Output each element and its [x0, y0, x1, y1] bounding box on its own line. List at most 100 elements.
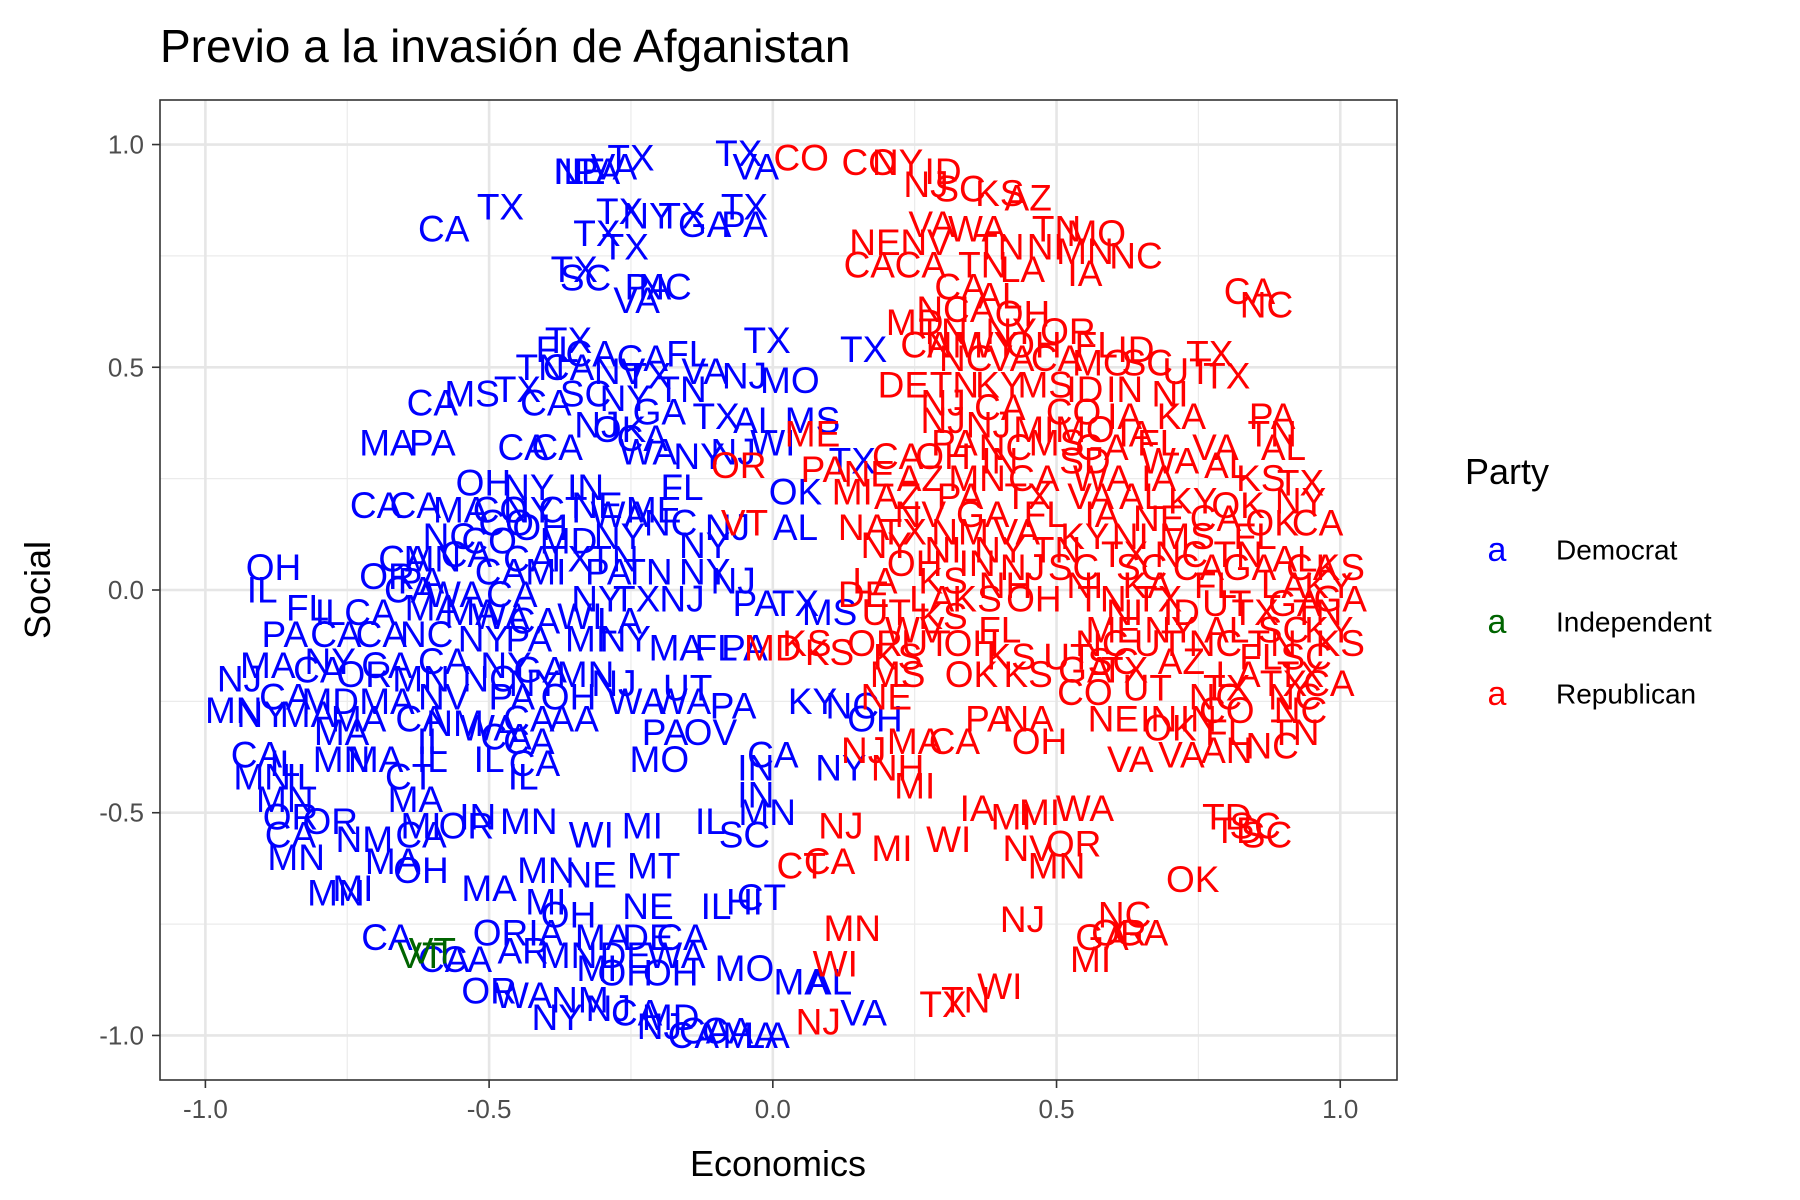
point-label: NJ [1000, 899, 1045, 940]
point-label: NC [1268, 676, 1321, 717]
point-label: DE [622, 917, 673, 958]
point-label: MS [1159, 516, 1215, 557]
point-label: IN [981, 440, 1018, 481]
point-label: MN [233, 757, 291, 798]
point-label: CA [361, 917, 413, 958]
point-label: VA [591, 146, 638, 187]
point-label: CA [895, 244, 947, 285]
point-label: MN [540, 935, 598, 976]
point-label: MA [280, 694, 336, 735]
point-label: WY [959, 325, 1019, 366]
point-label: AN [1201, 730, 1252, 771]
point-label: NY [600, 378, 651, 419]
point-label: CA [390, 485, 442, 526]
point-label: DE [600, 935, 651, 976]
point-label: TX [1203, 356, 1250, 397]
point-label: NC [979, 427, 1032, 468]
point-label: CA [929, 721, 981, 762]
point-label: FL [1024, 494, 1067, 535]
point-label: TX [658, 195, 705, 236]
point-label: CA [1286, 547, 1338, 588]
point-label: OH [944, 623, 1000, 664]
point-label: MS [802, 592, 858, 633]
legend: Party a Democrat a Independent a Republican [1465, 451, 1712, 713]
y-axis-title: Social [17, 541, 58, 639]
point-label: OR [263, 797, 319, 838]
point-label: CA [747, 734, 799, 775]
point-label: CO [1199, 690, 1255, 731]
point-label: MN [557, 654, 615, 695]
point-label: GA [513, 650, 567, 691]
point-label: VA [1158, 734, 1205, 775]
point-label: SC [1258, 610, 1309, 651]
point-label: KS [1316, 547, 1365, 588]
point-label: AA [550, 699, 600, 740]
point-label: NJ [818, 806, 863, 847]
point-label: MD [744, 627, 802, 668]
point-label: TX [477, 186, 524, 227]
point-label: MI [894, 766, 935, 807]
point-label: NJ [903, 164, 948, 205]
point-label: NY [503, 467, 554, 508]
point-label: PA [721, 627, 768, 668]
point-label: NC [1109, 235, 1162, 276]
point-label: MT [627, 846, 680, 887]
point-label: SC [1088, 641, 1139, 682]
point-label: MN [256, 779, 314, 820]
point-label: SC [1229, 806, 1280, 847]
point-label: WA [1141, 440, 1200, 481]
point-label: PA [965, 699, 1012, 740]
point-label: TX [1101, 534, 1148, 575]
point-label: FL [978, 610, 1021, 651]
point-label: NC [1189, 623, 1242, 664]
point-label: DE [878, 365, 929, 406]
point-label: MN [205, 690, 263, 731]
point-label: NC [1274, 690, 1327, 731]
point-label: CA [617, 418, 669, 459]
point-label: IL [315, 592, 346, 633]
point-label: TX [829, 440, 876, 481]
point-label: CA [497, 427, 549, 468]
point-label: UT [1162, 351, 1211, 392]
point-label: MO [1066, 213, 1126, 254]
point-label: NY [571, 578, 622, 619]
point-label: OH [1006, 578, 1062, 619]
point-label: CA [804, 841, 856, 882]
point-label: CA [310, 614, 362, 655]
point-label: MN [307, 872, 365, 913]
point-label: MO [1055, 409, 1115, 450]
point-label: TX [1005, 476, 1052, 517]
point-label: NV [1002, 828, 1054, 869]
point-label: WI [926, 819, 971, 860]
point-label: GA [1268, 583, 1322, 624]
point-label: IA [1118, 414, 1153, 455]
point-label: MA [722, 1015, 778, 1056]
point-label: NY [531, 997, 582, 1038]
point-label: PA [262, 614, 309, 655]
point-label: TX [1232, 592, 1279, 633]
point-label: NY [594, 516, 645, 557]
point-label: NY [815, 748, 866, 789]
point-label: WA [494, 975, 553, 1016]
point-label: IL [417, 739, 448, 780]
point-label: IL [508, 757, 539, 798]
point-label: MO [760, 360, 820, 401]
point-label: TN [1248, 414, 1297, 455]
point-label: SC [1116, 547, 1167, 588]
point-label: MI [400, 806, 441, 847]
point-label: VA [732, 146, 779, 187]
chart-title: Previo a la invasión de Afganistan [160, 20, 850, 72]
point-label: NY [985, 311, 1036, 352]
point-label: KS [782, 623, 831, 664]
point-label: GA [956, 494, 1010, 535]
point-label: NJ [637, 1006, 682, 1047]
point-label: CA [1190, 498, 1242, 539]
point-label: MN [738, 792, 796, 833]
point-label: CA [509, 601, 561, 642]
y-tick-label: -0.5 [99, 798, 144, 828]
point-label: AZ [1158, 641, 1205, 682]
point-label: GA [1075, 917, 1129, 958]
point-label: MI [871, 828, 912, 869]
point-label: NM [336, 819, 394, 860]
point-label: OK [1166, 859, 1220, 900]
